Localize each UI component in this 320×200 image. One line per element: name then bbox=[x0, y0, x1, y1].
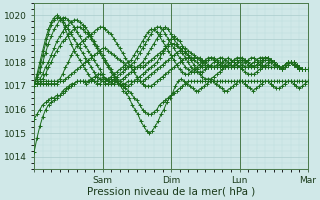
X-axis label: Pression niveau de la mer( hPa ): Pression niveau de la mer( hPa ) bbox=[87, 187, 255, 197]
